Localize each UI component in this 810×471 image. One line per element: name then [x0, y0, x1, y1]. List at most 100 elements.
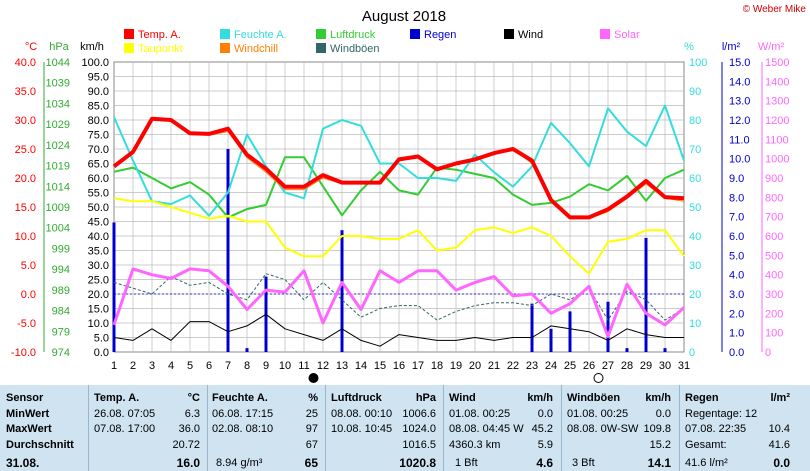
divider: [325, 385, 326, 471]
x-tick-label: 31: [678, 360, 690, 372]
tick-label-pct: 90: [689, 86, 701, 98]
temp-unit: °C: [187, 392, 200, 404]
legend-label: Feuchte A.: [234, 29, 287, 41]
tick-label-hpa: 1004: [46, 223, 70, 235]
legend-label: Windchill: [234, 43, 278, 55]
regen-current-value: 0.0: [773, 456, 790, 470]
x-tick-label: 4: [168, 360, 174, 372]
tick-label-kmh: 35.0: [88, 246, 109, 258]
sensor-header: Sensor: [6, 392, 44, 404]
tick-label-kmh: 60.0: [88, 173, 109, 185]
regen-max-value: 10.4: [768, 423, 790, 435]
windboeen-max-when: 08.08. 0W-SW: [567, 423, 639, 435]
tick-label-lm2: 11.0: [729, 134, 750, 146]
rain-bar: [644, 237, 648, 352]
x-tick-label: 3: [149, 360, 155, 372]
tick-label-kmh: 25.0: [88, 275, 109, 287]
x-tick-label: 26: [583, 360, 595, 372]
tick-label-lm2: 9.0: [729, 173, 744, 185]
windboeen-bft: 3 Bft: [572, 457, 595, 469]
avg-label: Durchschnitt: [6, 439, 74, 451]
tick-label-temp: 15.0: [15, 202, 36, 214]
tick-label-wm2: 1400: [765, 76, 789, 88]
tick-label-kmh: 75.0: [88, 130, 109, 142]
tick-label-hpa: 999: [52, 243, 70, 255]
tick-label-kmh: 45.0: [88, 217, 109, 229]
wind-max-when: 08.08. 04:45 W: [449, 423, 524, 435]
tick-label-wm2: 500: [765, 250, 783, 262]
wind-unit: km/h: [527, 392, 553, 404]
tick-label-hpa: 1034: [46, 98, 70, 110]
legend-label: Luftdruck: [330, 29, 376, 41]
rain-bar: [568, 311, 572, 352]
x-tick-label: 11: [298, 360, 309, 372]
luftdruck-max-value: 1024.0: [402, 423, 436, 435]
tick-label-temp: 35.0: [15, 86, 36, 98]
legend-label: Taupunkt: [138, 43, 183, 55]
temp-header: Temp. A.: [94, 392, 140, 404]
wind-min-when: 01.08. 00:25: [449, 408, 511, 420]
series-line-temp-a-: [112, 116, 685, 220]
wind-distance: 4360.3 km: [449, 439, 501, 451]
feuchte-min-value: 25: [305, 408, 318, 420]
series-line-solar: [112, 267, 686, 338]
divider: [679, 385, 680, 471]
rain-bar: [340, 230, 344, 352]
x-tick-label: 23: [526, 360, 538, 372]
tick-label-temp: 0.0: [21, 289, 36, 301]
temp-min-value: 6.3: [184, 408, 200, 420]
tick-label-wm2: 400: [765, 270, 783, 282]
tick-label-hpa: 979: [52, 326, 70, 338]
tick-label-kmh: 80.0: [88, 115, 109, 127]
tick-label-lm2: 7.0: [729, 212, 744, 224]
divider: [207, 385, 208, 471]
tick-label-lm2: 14.0: [729, 76, 750, 88]
tick-label-kmh: 90.0: [88, 86, 109, 98]
legend-swatch: [124, 43, 134, 53]
x-tick-label: 29: [640, 360, 652, 372]
tick-label-kmh: 95.0: [88, 72, 109, 84]
tick-label-hpa: 984: [52, 306, 70, 318]
rain-bar: [549, 328, 553, 352]
tick-label-pct: 0: [689, 347, 695, 359]
legend-label: Regen: [424, 29, 456, 41]
legend-swatch: [316, 43, 326, 53]
legend-label: Temp. A.: [138, 29, 181, 41]
tick-label-wm2: 100: [765, 328, 783, 340]
x-tick-label: 30: [659, 360, 671, 372]
series-line-feuchte-a-: [113, 104, 685, 217]
regen-header: Regen: [685, 392, 719, 404]
regen-max-when: 07.08. 22:35: [685, 423, 747, 435]
tick-label-hpa: 994: [52, 264, 70, 276]
regen-days: Regentage: 12: [685, 408, 758, 420]
axis-unit-temp: °C: [25, 41, 37, 53]
wind-header: Wind: [449, 392, 476, 404]
legend-swatch: [504, 29, 514, 39]
tick-label-kmh: 0.0: [94, 347, 109, 359]
feuchte-unit: %: [308, 392, 318, 404]
feuchte-header: Feuchte A.: [212, 392, 268, 404]
tick-label-wm2: 1500: [765, 57, 789, 69]
regen-unit: l/m²: [770, 392, 790, 404]
feuchte-avg-value: 67: [305, 439, 318, 451]
x-tick-label: 27: [602, 360, 614, 372]
legend-label: Wind: [518, 29, 543, 41]
legend-swatch: [316, 29, 326, 39]
temp-max-value: 36.0: [178, 423, 200, 435]
tick-label-pct: 30: [689, 260, 701, 272]
divider: [561, 385, 562, 471]
axis-unit-hpa: hPa: [49, 41, 69, 53]
axis-ticks: 40.0 35.0 30.0 25.0 20.0 15.0 10.0 5.0 0.0 -5.0 -1…: [11, 57, 790, 359]
wind-current-value: 4.6: [536, 456, 553, 470]
temp-avg-value: 20.72: [172, 439, 200, 451]
tick-label-pct: 40: [689, 231, 701, 243]
x-tick-label: 14: [355, 360, 367, 372]
tick-label-temp: -10.0: [11, 347, 36, 359]
tick-label-pct: 20: [689, 289, 701, 301]
tick-label-temp: 5.0: [21, 260, 36, 272]
tick-label-pct: 10: [689, 318, 701, 330]
rain-bar: [530, 303, 534, 352]
tick-label-kmh: 100.0: [81, 57, 109, 69]
series-line-wind: [113, 313, 684, 347]
weather-chart: August 2018 © Weber Mike Temp. A. Feuchte…: [11, 4, 806, 383]
